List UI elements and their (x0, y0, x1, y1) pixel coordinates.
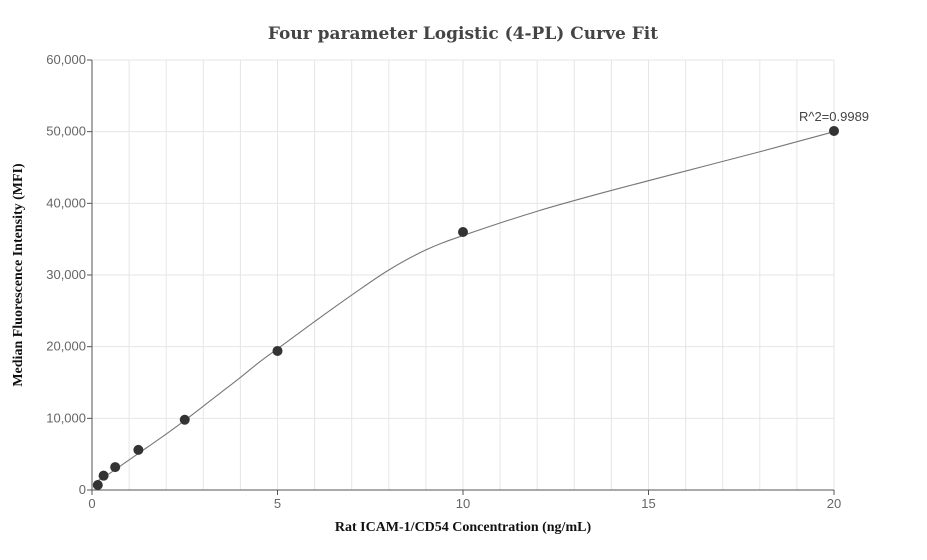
y-tick-label: 30,000 (46, 267, 86, 282)
grid (92, 59, 835, 490)
y-axis-title: Median Fluorescence Intensity (MFI) (11, 163, 26, 387)
x-axis-title: Rat ICAM-1/CD54 Concentration (ng/mL) (335, 520, 592, 535)
y-tick-label: 50,000 (46, 124, 86, 139)
axes: 0 5 10 15 20 0 10,000 20,000 30,000 40,000 50,000 6… (46, 52, 841, 511)
x-tick-label: 20 (827, 496, 841, 511)
r-squared-label: R^2=0.9989 (799, 109, 869, 124)
y-tick-label: 0 (79, 482, 86, 497)
y-tick-label: 40,000 (46, 195, 86, 210)
annotations: R^2=0.9989 (799, 109, 869, 124)
data-point (92, 479, 103, 490)
fit-curve (97, 131, 835, 482)
data-point (458, 227, 468, 237)
data-point (110, 462, 121, 473)
x-tick-label: 10 (456, 496, 470, 511)
data-point (98, 470, 109, 481)
y-tick-label: 60,000 (46, 52, 86, 67)
data-point (829, 125, 839, 136)
x-tick-label: 0 (88, 496, 95, 511)
chart-title: Four parameter Logistic (4-PL) Curve Fit (268, 24, 658, 44)
data-point (133, 444, 144, 455)
y-tick-label: 10,000 (46, 410, 86, 425)
data-points (92, 125, 839, 490)
x-tick-label: 15 (641, 496, 655, 511)
x-tick-label: 5 (274, 496, 281, 511)
y-tick-label: 20,000 (46, 339, 86, 354)
data-point (272, 345, 283, 356)
data-point (179, 414, 190, 425)
